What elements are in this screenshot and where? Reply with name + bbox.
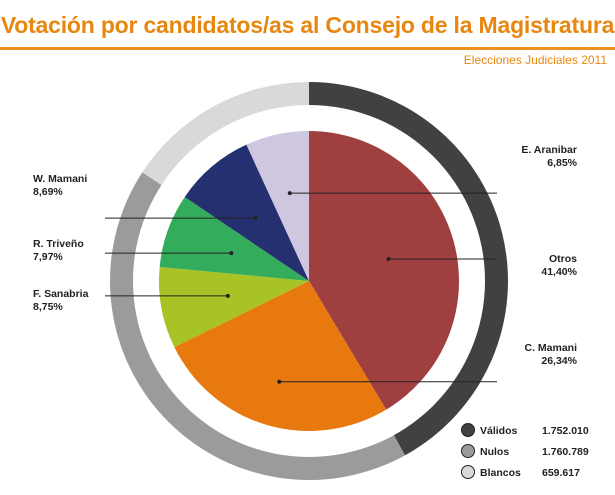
legend-label-validos: Válidos — [480, 425, 518, 437]
chart-title: Votación por candidatos/as al Consejo de… — [0, 12, 615, 38]
chart-subtitle: Elecciones Judiciales 2011 — [463, 53, 607, 67]
leader-dot-r-triveno — [229, 251, 234, 256]
leader-dot-w-mamani — [253, 216, 258, 221]
legend-label-blancos: Blancos — [480, 467, 521, 479]
slice-value-r-triveno: 7,97% — [33, 251, 63, 263]
legend-value-nulos: 1.760.789 — [542, 446, 589, 458]
slice-label-e-aranibar: E. Aranibar — [521, 144, 577, 156]
pie-slice-w-mamani — [184, 144, 309, 281]
legend-swatch-validos — [461, 423, 475, 437]
slice-label-f-sanabria: F. Sanabria — [33, 288, 89, 300]
pie-slice-f-sanabria — [159, 266, 309, 348]
legend-label-nulos: Nulos — [480, 446, 509, 458]
legend-swatch-nulos — [461, 444, 475, 458]
label-leaders — [105, 191, 497, 384]
leader-dot-e-aranibar — [287, 191, 292, 196]
legend-value-validos: 1.752.010 — [542, 425, 589, 437]
slice-value-c-mamani: 26,34% — [541, 355, 577, 367]
slice-label-r-triveno: R. Triveño — [33, 238, 84, 250]
slice-value-w-mamani: 8,69% — [33, 186, 63, 198]
slice-value-e-aranibar: 6,85% — [547, 157, 577, 169]
pie-slice-e-aranibar — [246, 131, 309, 281]
leader-dot-c-mamani — [277, 379, 282, 384]
legend-swatch-blancos — [461, 465, 475, 479]
legend: Válidos 1.752.010 Nulos 1.760.789 Blancos 659… — [461, 423, 589, 479]
slice-value-otros: 41,40% — [541, 266, 577, 278]
leader-dot-f-sanabria — [225, 293, 230, 298]
pie-slice-otros — [309, 131, 459, 410]
legend-value-blancos: 659.617 — [542, 467, 580, 479]
slice-label-w-mamani: W. Mamani — [33, 173, 87, 185]
slice-label-otros: Otros — [549, 253, 577, 265]
inner-pie — [159, 131, 459, 431]
slice-value-f-sanabria: 8,75% — [33, 301, 63, 313]
leader-dot-otros — [386, 256, 391, 261]
title-divider — [0, 47, 615, 50]
pie-slice-c-mamani — [174, 281, 387, 431]
slice-label-c-mamani: C. Mamani — [524, 342, 577, 354]
